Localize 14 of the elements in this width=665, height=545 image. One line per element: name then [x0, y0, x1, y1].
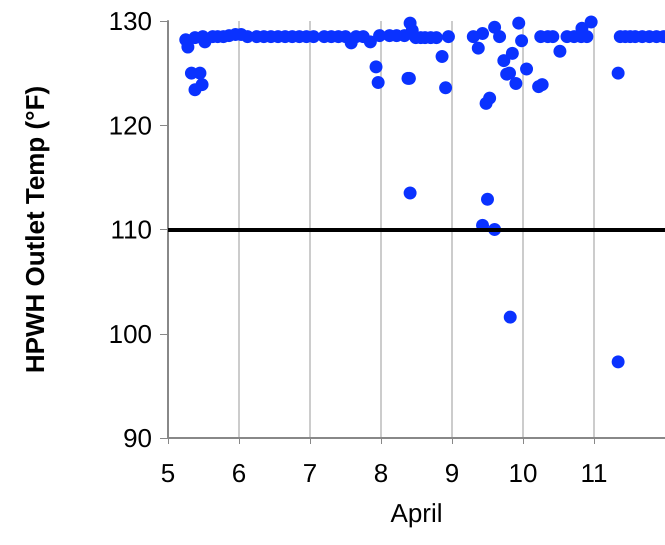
y-tick-label: 120	[108, 110, 152, 140]
y-axis-title: HPWH Outlet Temp (°F)	[20, 86, 50, 374]
y-tick-label: 110	[110, 214, 152, 244]
x-tick-label: 7	[302, 458, 318, 488]
x-tick-label: 8	[374, 458, 388, 488]
y-tick-label: 100	[108, 318, 152, 349]
x-axis-title: April	[390, 498, 443, 528]
x-tick-label: 6	[232, 458, 246, 488]
x-tick-label: 11	[580, 458, 608, 488]
x-tick-label: 9	[444, 458, 460, 488]
y-tick-label: 130	[108, 6, 152, 36]
x-tick-label: 10	[508, 458, 538, 488]
x-tick-label: 5	[160, 458, 176, 488]
y-tick-label: 90	[123, 423, 152, 453]
